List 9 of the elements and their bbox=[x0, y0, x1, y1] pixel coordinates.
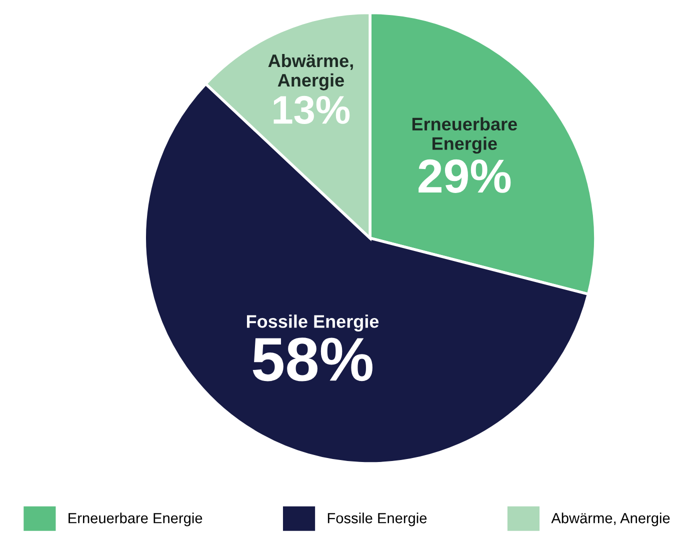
slice-label: Abwärme, Anergie bbox=[268, 54, 353, 90]
legend-label: Erneuerbare Energie bbox=[68, 512, 202, 526]
legend-label: Abwärme, Anergie bbox=[551, 512, 670, 526]
slice-label: Fossile Energie bbox=[246, 314, 379, 332]
slice-label: Erneuerbare Energie bbox=[412, 117, 517, 154]
data-label: 13% bbox=[274, 96, 350, 124]
data-label: 29% bbox=[418, 159, 511, 193]
legend-label: Fossile Energie bbox=[328, 512, 427, 526]
data-label: 58% bbox=[252, 338, 372, 382]
